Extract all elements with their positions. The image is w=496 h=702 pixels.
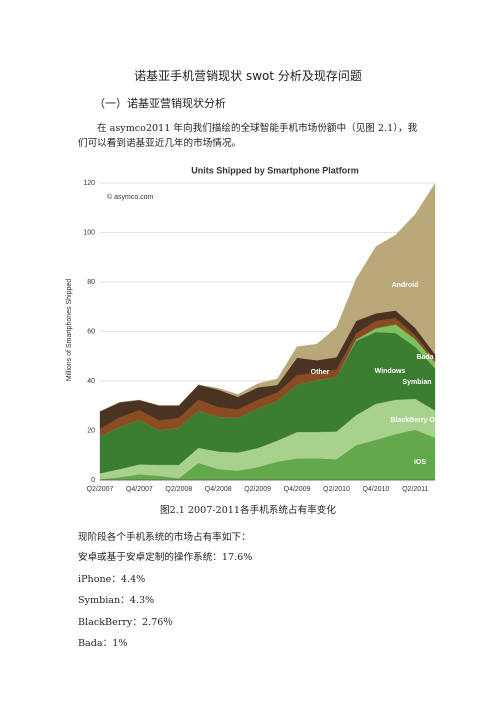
section-heading: （一）诺基亚营销现状分析	[94, 97, 226, 110]
text-line: iPhone：4.4%	[78, 574, 146, 585]
x-tick-label: Q2/2010	[323, 486, 350, 493]
y-tick-label: 40	[87, 378, 95, 385]
series-label: Windows	[375, 368, 406, 375]
x-tick-label: Q4/2009	[284, 486, 311, 493]
series-label: Android	[392, 282, 419, 289]
chart: Units Shipped by Smartphone Platform © a…	[66, 165, 440, 493]
y-tick-label: 100	[83, 229, 95, 236]
text-line: 现阶段各个手机系统的市场占有率如下：	[78, 532, 251, 543]
series-label: Other	[311, 369, 330, 376]
series-label: BlackBerry OS	[390, 417, 439, 424]
text-line: Bada：1%	[78, 638, 128, 649]
chart-subtitle: © asymco.com	[107, 193, 154, 201]
paragraph: 在 asymco2011 年向我们描绘的全球智能手机市场份额中（见图 2.1），…	[78, 123, 418, 149]
y-axis-label: Millions of Smartphones Shipped	[66, 279, 73, 381]
x-tick-label: Q2/2011	[402, 486, 428, 493]
x-tick-label: Q4/2010	[362, 486, 389, 493]
x-tick-label: Q2/2007	[87, 486, 114, 493]
y-tick-label: 80	[87, 279, 95, 286]
x-tick-label: Q4/2007	[126, 486, 153, 493]
y-tick-label: 120	[83, 180, 95, 187]
area	[99, 182, 436, 412]
text-line: 安卓或基于安卓定制的操作系统：17.6%	[78, 552, 253, 563]
x-tick-label: Q2/2009	[244, 486, 271, 493]
figure-caption: 图2.1 2007-2011各手机系统占有率变化	[160, 505, 336, 516]
y-tick-label: 20	[87, 427, 95, 434]
y-tick-label: 60	[87, 328, 95, 335]
doc-title: 诺基亚手机营销现状 swot 分析及现存问题	[134, 69, 362, 83]
x-tick-label: Q2/2008	[165, 486, 192, 493]
y-tick-label: 0	[91, 477, 95, 484]
text-line: BlackBerry：2.76％	[78, 617, 173, 628]
series-label: iOS	[414, 459, 426, 466]
series-label: Symbian	[402, 379, 431, 386]
x-tick-label: Q4/2008	[205, 486, 232, 493]
series-label: Bada	[416, 354, 433, 361]
text-line: Symbian：4.3%	[78, 595, 155, 606]
chart-title: Units Shipped by Smartphone Platform	[191, 165, 359, 175]
